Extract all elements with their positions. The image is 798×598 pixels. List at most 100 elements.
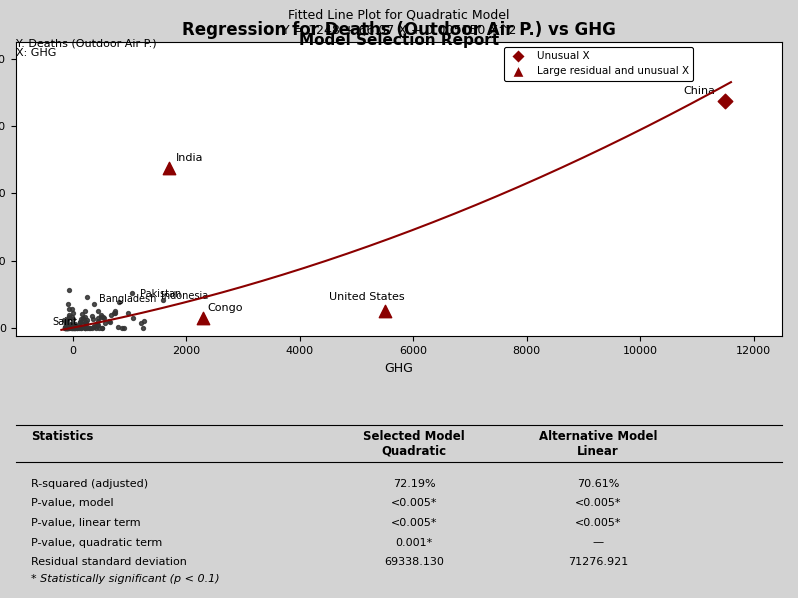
Text: Pakistan: Pakistan bbox=[140, 289, 181, 299]
Point bbox=[75, 310, 88, 319]
Text: India: India bbox=[176, 153, 203, 163]
Point bbox=[91, 313, 104, 323]
Point bbox=[82, 323, 95, 332]
Point bbox=[74, 314, 87, 324]
Point bbox=[62, 310, 75, 320]
Point bbox=[71, 321, 84, 331]
Point bbox=[109, 306, 122, 316]
Point bbox=[61, 315, 73, 325]
Point bbox=[77, 314, 89, 324]
Point bbox=[78, 313, 91, 322]
Text: Bangladesh: Bangladesh bbox=[99, 294, 156, 304]
Point bbox=[95, 323, 108, 332]
Point bbox=[60, 319, 73, 328]
Title: Fitted Line Plot for Quadratic Model
Y = 1248 + 66.07 X + 0.005150 X^2: Fitted Line Plot for Quadratic Model Y =… bbox=[282, 8, 516, 36]
Legend: Unusual X, Large residual and unusual X: Unusual X, Large residual and unusual X bbox=[504, 47, 693, 81]
Point bbox=[73, 317, 86, 327]
Point bbox=[63, 321, 76, 330]
Text: Y: Deaths (Outdoor Air P.): Y: Deaths (Outdoor Air P.) bbox=[16, 39, 156, 49]
Point bbox=[104, 318, 117, 327]
Point bbox=[90, 323, 103, 332]
Point bbox=[61, 323, 73, 332]
Point bbox=[80, 317, 93, 327]
Point bbox=[68, 319, 81, 329]
Point bbox=[58, 323, 71, 332]
Text: Alternative Model
Linear: Alternative Model Linear bbox=[539, 429, 658, 457]
Text: Congo: Congo bbox=[207, 303, 243, 313]
Point bbox=[378, 306, 391, 316]
Point bbox=[66, 322, 79, 331]
Text: 70.61%: 70.61% bbox=[577, 478, 619, 489]
Text: <0.005*: <0.005* bbox=[391, 518, 437, 528]
Point bbox=[91, 321, 104, 330]
Text: <0.005*: <0.005* bbox=[575, 518, 622, 528]
Point bbox=[58, 323, 71, 332]
Point bbox=[74, 318, 87, 327]
Point bbox=[79, 320, 92, 329]
Point bbox=[61, 323, 73, 332]
Point bbox=[92, 306, 105, 316]
Point bbox=[79, 306, 92, 316]
Text: Regression for Deaths (Outdoor Air P.) vs GHG: Regression for Deaths (Outdoor Air P.) v… bbox=[182, 21, 616, 39]
Point bbox=[73, 323, 85, 332]
Text: <0.005*: <0.005* bbox=[391, 498, 437, 508]
Point bbox=[66, 321, 79, 330]
Point bbox=[63, 323, 76, 332]
Text: Indonesia: Indonesia bbox=[161, 291, 208, 301]
Text: <0.005*: <0.005* bbox=[575, 498, 622, 508]
Point bbox=[65, 321, 77, 330]
Point bbox=[66, 321, 79, 331]
X-axis label: GHG: GHG bbox=[385, 362, 413, 374]
Point bbox=[197, 313, 210, 322]
Point bbox=[81, 292, 93, 302]
Text: 71276.921: 71276.921 bbox=[568, 557, 628, 567]
Point bbox=[105, 310, 117, 319]
Point bbox=[65, 304, 78, 314]
Point bbox=[65, 323, 78, 332]
Point bbox=[73, 322, 86, 332]
Point bbox=[61, 321, 74, 331]
Point bbox=[93, 323, 105, 332]
Point bbox=[95, 312, 108, 322]
Point bbox=[116, 323, 128, 332]
Point bbox=[62, 323, 75, 332]
Text: 69338.130: 69338.130 bbox=[385, 557, 444, 567]
Point bbox=[68, 323, 81, 332]
Point bbox=[88, 300, 101, 309]
Point bbox=[63, 312, 76, 322]
Point bbox=[85, 311, 98, 321]
Point bbox=[69, 323, 81, 332]
Point bbox=[60, 319, 73, 328]
Point bbox=[78, 323, 91, 332]
Point bbox=[60, 323, 73, 332]
Text: P-value, model: P-value, model bbox=[31, 498, 114, 508]
Point bbox=[61, 323, 74, 332]
Point bbox=[61, 313, 74, 323]
Point bbox=[85, 323, 98, 332]
Point bbox=[134, 318, 147, 328]
Point bbox=[74, 323, 87, 332]
Point bbox=[84, 323, 97, 332]
Point bbox=[121, 309, 134, 318]
Point bbox=[59, 316, 72, 325]
Point bbox=[65, 312, 78, 322]
Point bbox=[58, 322, 71, 332]
Text: Saint: Saint bbox=[53, 317, 78, 327]
Text: P-value, quadratic term: P-value, quadratic term bbox=[31, 538, 163, 548]
Point bbox=[95, 310, 108, 320]
Point bbox=[69, 323, 81, 332]
Point bbox=[137, 316, 150, 325]
Point bbox=[126, 313, 139, 323]
Point bbox=[97, 313, 109, 322]
Text: R-squared (adjusted): R-squared (adjusted) bbox=[31, 478, 148, 489]
Point bbox=[59, 322, 72, 331]
Point bbox=[72, 322, 85, 332]
Point bbox=[58, 315, 71, 324]
Point bbox=[71, 323, 84, 332]
Point bbox=[76, 319, 89, 328]
Point bbox=[61, 321, 74, 330]
Point bbox=[92, 316, 105, 325]
Point bbox=[66, 323, 79, 332]
Point bbox=[108, 308, 120, 318]
Point bbox=[118, 323, 131, 332]
